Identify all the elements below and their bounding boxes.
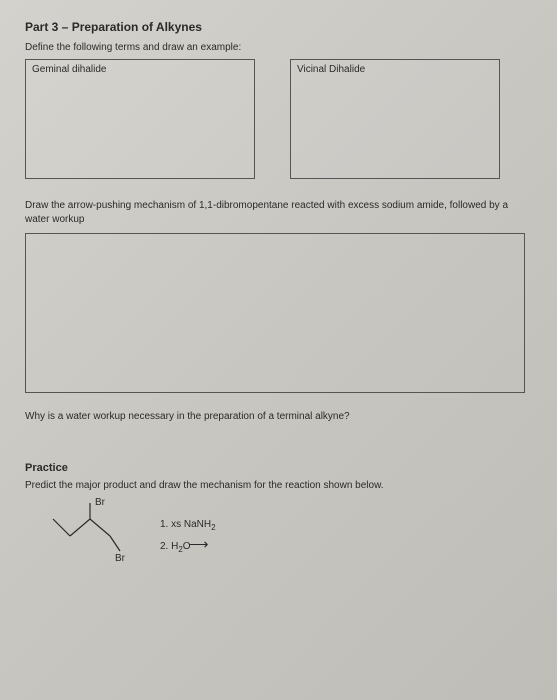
vicinal-box: Vicinal Dihalide xyxy=(290,59,500,179)
molecule-svg: Br Br xyxy=(45,501,140,571)
define-instruction: Define the following terms and draw an e… xyxy=(25,42,532,53)
geminal-box: Geminal dihalide xyxy=(25,59,255,179)
reagents-block: 1. xs NaNH2 2. H2O ⟶ xyxy=(160,517,216,556)
mechanism-line2: water workup xyxy=(25,214,84,225)
practice-title: Practice xyxy=(25,462,532,474)
definition-boxes-row: Geminal dihalide Vicinal Dihalide xyxy=(25,59,532,179)
mechanism-prompt: Draw the arrow-pushing mechanism of 1,1-… xyxy=(25,199,532,227)
practice-instruction: Predict the major product and draw the m… xyxy=(25,480,532,491)
reaction-area: Br Br 1. xs NaNH2 2. H2O ⟶ xyxy=(25,501,532,571)
mechanism-box xyxy=(25,233,525,393)
br-top-label: Br xyxy=(95,497,106,508)
reagent2-text: 2. H xyxy=(160,541,178,552)
reactant-structure: Br Br xyxy=(45,501,140,571)
reaction-arrow-icon: ⟶ xyxy=(188,536,208,552)
reagent1-sub: 2 xyxy=(211,523,215,532)
workup-question: Why is a water workup necessary in the p… xyxy=(25,411,532,422)
reagent-2-row: 2. H2O ⟶ xyxy=(160,534,216,556)
mechanism-line1: Draw the arrow-pushing mechanism of 1,1-… xyxy=(25,200,508,211)
geminal-label: Geminal dihalide xyxy=(32,64,107,75)
reagent1-text: 1. xs NaNH xyxy=(160,519,211,530)
reagent-1: 1. xs NaNH2 xyxy=(160,517,216,534)
part-title: Part 3 – Preparation of Alkynes xyxy=(25,20,532,34)
br-bottom-label: Br xyxy=(115,553,126,564)
vicinal-label: Vicinal Dihalide xyxy=(297,64,365,75)
